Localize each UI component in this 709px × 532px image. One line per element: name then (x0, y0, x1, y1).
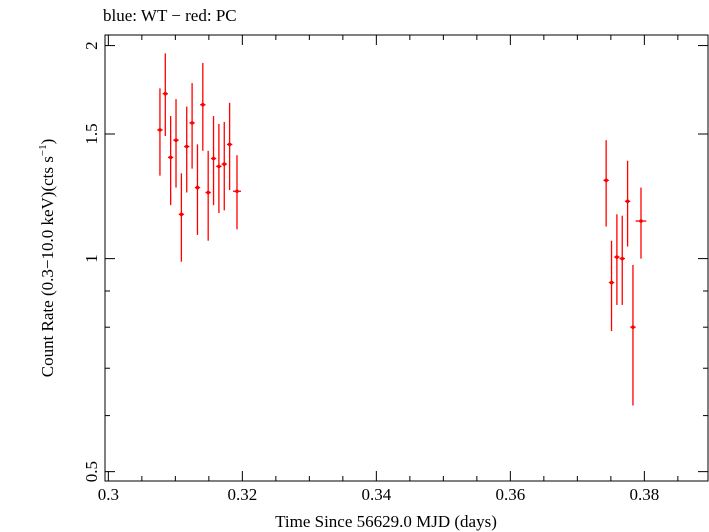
y-axis-label-close: ) (38, 139, 57, 145)
point-marker (195, 185, 200, 190)
point-marker (190, 121, 194, 125)
data-point (189, 83, 195, 169)
point-marker (168, 155, 173, 160)
data-point (608, 240, 615, 332)
point-marker (158, 128, 162, 132)
y-tick-label: 1.5 (82, 123, 101, 144)
point-marker (184, 144, 189, 149)
point-marker (163, 91, 168, 96)
point-marker (235, 189, 239, 194)
y-tick-label: 2 (82, 41, 101, 50)
y-axis: 0.5 1 1.5 2 (82, 41, 708, 482)
point-marker (179, 212, 184, 217)
y-axis-label-main: Count Rate (0.3−10.0 keV)(cts s (38, 156, 57, 377)
data-point (167, 116, 174, 206)
data-point (635, 187, 647, 259)
point-marker (615, 255, 619, 259)
y-tick-label: 1 (82, 254, 101, 263)
data-series (157, 53, 647, 406)
data-point (178, 173, 185, 262)
x-tick-label: 0.38 (629, 485, 659, 504)
data-point (619, 215, 625, 305)
point-marker (625, 199, 630, 204)
data-point (624, 160, 631, 247)
y-axis-label: Count Rate (0.3−10.0 keV)(cts s−1) (37, 139, 57, 378)
point-marker (206, 190, 210, 195)
point-marker (639, 219, 643, 223)
plot-frame (104, 34, 709, 482)
point-marker (222, 162, 227, 166)
point-marker (217, 164, 221, 169)
data-point (603, 140, 609, 227)
data-point (614, 214, 620, 305)
data-point (173, 99, 179, 188)
data-point (216, 123, 222, 213)
chart-title: blue: WT − red: PC (103, 6, 237, 25)
data-point (205, 150, 211, 241)
data-point (232, 155, 242, 230)
data-point (184, 106, 190, 193)
point-marker (609, 280, 614, 285)
x-tick-label: 0.32 (227, 485, 257, 504)
y-tick-label: 0.5 (82, 461, 101, 482)
data-point (194, 144, 201, 235)
y-axis-label-exponent: −1 (37, 144, 49, 156)
data-point (226, 102, 233, 191)
data-point (221, 121, 227, 211)
point-marker (604, 178, 608, 183)
data-point (200, 62, 206, 151)
x-tick-label: 0.36 (495, 485, 525, 504)
x-tick-label: 0.3 (98, 485, 119, 504)
data-point (162, 53, 168, 137)
point-marker (201, 102, 205, 107)
x-axis-label: Time Since 56629.0 MJD (days) (275, 512, 497, 531)
data-point (157, 88, 163, 176)
point-marker (211, 156, 216, 161)
x-axis: 0.3 0.32 0.34 0.36 0.38 (98, 35, 679, 504)
data-point (630, 264, 636, 406)
point-marker (631, 325, 635, 329)
point-marker (227, 142, 232, 147)
point-marker (620, 256, 625, 261)
data-point (210, 116, 217, 206)
x-tick-label: 0.34 (361, 485, 391, 504)
point-marker (174, 138, 178, 142)
